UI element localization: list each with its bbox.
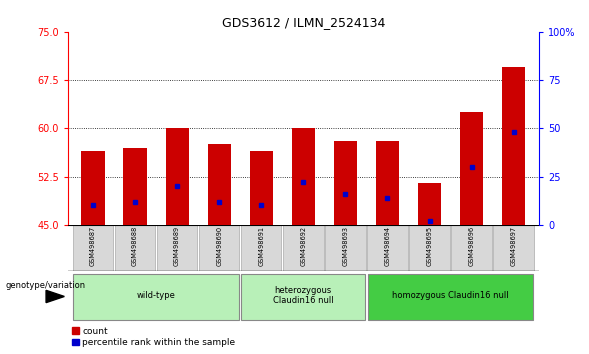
Text: GSM498696: GSM498696 xyxy=(469,226,475,266)
Text: heterozygous
Claudin16 null: heterozygous Claudin16 null xyxy=(273,286,333,305)
Text: GSM498691: GSM498691 xyxy=(258,226,264,266)
Text: GSM498687: GSM498687 xyxy=(90,226,96,267)
Bar xyxy=(451,225,492,271)
Text: GSM498689: GSM498689 xyxy=(174,226,180,266)
Bar xyxy=(241,274,365,320)
Text: genotype/variation: genotype/variation xyxy=(6,281,86,290)
Bar xyxy=(124,148,147,225)
Bar xyxy=(81,151,105,225)
Bar xyxy=(166,128,188,225)
Polygon shape xyxy=(46,290,64,303)
Bar xyxy=(73,274,239,320)
Bar xyxy=(494,225,534,271)
Bar xyxy=(199,225,239,271)
Text: GSM498688: GSM498688 xyxy=(132,226,138,267)
Text: homozygous Claudin16 null: homozygous Claudin16 null xyxy=(392,291,509,300)
Bar xyxy=(368,225,408,271)
Text: GSM498693: GSM498693 xyxy=(342,226,349,266)
Bar xyxy=(207,144,231,225)
Legend: count, percentile rank within the sample: count, percentile rank within the sample xyxy=(72,327,235,347)
Bar xyxy=(418,183,441,225)
Bar xyxy=(334,141,357,225)
Text: wild-type: wild-type xyxy=(137,291,176,300)
Bar xyxy=(376,141,399,225)
Text: GSM498690: GSM498690 xyxy=(216,226,222,266)
Bar xyxy=(250,151,273,225)
Text: GSM498697: GSM498697 xyxy=(511,226,517,266)
Bar xyxy=(73,225,113,271)
Text: GSM498694: GSM498694 xyxy=(385,226,391,266)
Text: GSM498695: GSM498695 xyxy=(426,226,432,266)
Bar xyxy=(460,112,483,225)
Bar xyxy=(157,225,197,271)
Bar xyxy=(115,225,155,271)
Bar xyxy=(409,225,450,271)
Bar xyxy=(292,128,315,225)
Bar xyxy=(325,225,366,271)
Bar xyxy=(241,225,282,271)
Text: GSM498692: GSM498692 xyxy=(300,226,306,266)
Bar xyxy=(502,67,525,225)
Bar xyxy=(283,225,323,271)
Title: GDS3612 / ILMN_2524134: GDS3612 / ILMN_2524134 xyxy=(221,16,385,29)
Bar xyxy=(368,274,534,320)
